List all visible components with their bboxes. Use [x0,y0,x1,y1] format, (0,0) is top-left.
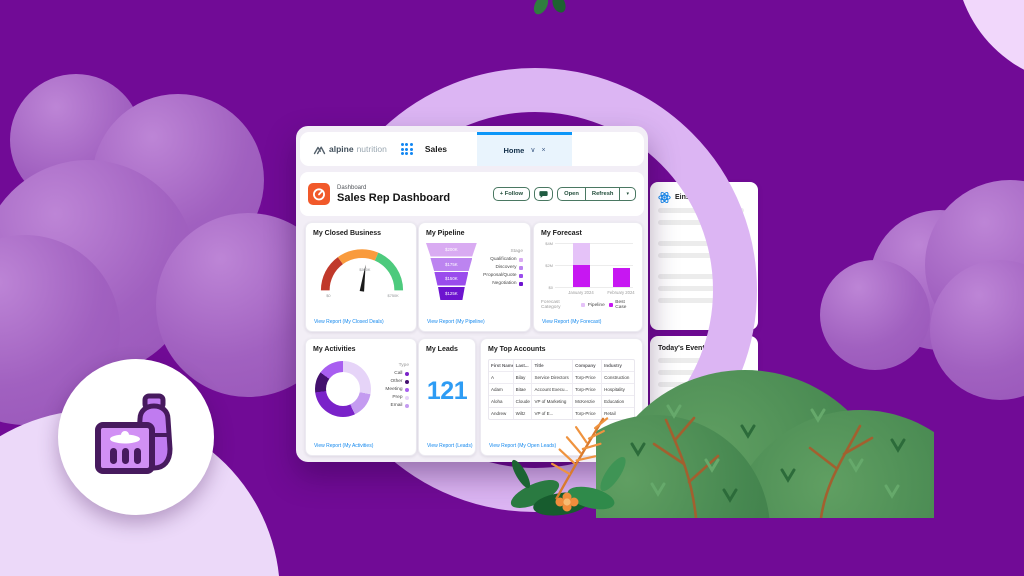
corner-accent [955,0,1024,85]
open-button[interactable]: Open [558,188,586,200]
record-type: Dashboard [337,184,367,191]
activities-card: My Activities Type Call Other Meeting Prep Em… [305,338,417,456]
refresh-button[interactable]: Refresh [586,188,621,200]
donut-chart [315,361,371,417]
dashboard-icon [308,183,330,205]
funnel-chart: $200K $175K $150K $125K [426,243,477,301]
action-button-group: Open Refresh ▾ [557,187,636,201]
svg-text:$750K: $750K [388,294,400,298]
legend-item: Negotiation [492,281,523,286]
funnel-segment: $200K [426,243,477,257]
bar-segment [612,267,630,287]
chevron-down-icon[interactable]: ∨ [530,147,536,154]
legend-item: Other [391,379,409,384]
chart-title: My Top Accounts [488,346,546,353]
chart-title: My Forecast [541,230,582,237]
funnel-segment: $150K [434,272,469,286]
app-launcher-icon[interactable] [400,143,413,155]
svg-text:$0: $0 [326,294,330,298]
closed-business-card: My Closed Business $0 $750K $500K View Rep… [305,222,417,332]
funnel-legend: Stage Qualification Discovery Proposal/Quot… [483,249,523,286]
top-accounts-card: My Top Accounts First Name Last... Title Co… [480,338,643,456]
pipeline-card: My Pipeline $200K $175K $150K $125K Stage Qu… [418,222,531,332]
view-report-link[interactable]: View Report (My Forecast) [542,319,602,325]
funnel-segment: $175K [430,257,473,271]
leads-card: My Leads 121 View Report (Leads) [418,338,476,456]
follow-button[interactable]: + Follow [492,187,531,201]
table-row[interactable]: Adam Bitae Account Execu... Torp-Price Hospi… [489,384,634,396]
view-report-link[interactable]: View Report (Leads) [427,443,473,449]
tab-home[interactable]: Home ∨ × [477,132,572,166]
feed-button[interactable] [534,187,554,201]
forecast-card: My Forecast $4M $2M $0 January 2024 February… [533,222,643,332]
leads-metric: 121 [426,377,468,405]
cloud-right-bump [820,260,930,370]
legend-item: Proposal/Quote [483,273,523,278]
bar-segment [572,265,590,287]
chart-title: My Pipeline [426,230,465,237]
chat-icon [539,190,548,198]
donut-legend: Type Call Other Meeting Prep Email [385,363,409,408]
chart-title: My Activities [313,346,356,353]
legend-item: Discovery [495,265,523,270]
view-report-link[interactable]: View Report (My Activities) [314,443,374,449]
accounts-table: First Name Last... Title Company Industry A Bi… [488,359,635,420]
logo-text-light: nutrition [356,144,387,154]
page-title: Sales Rep Dashboard [337,191,451,204]
bar-segment [572,243,590,265]
orange-fern [550,417,609,500]
refresh-dropdown-button[interactable]: ▾ [626,191,629,197]
table-row[interactable]: Andrew Wiltz VP of E... Torp-Price Retail [489,408,634,419]
forecast-legend: Forecast Category Pipeline Best Case [541,300,635,310]
legend-item: Meeting [385,387,409,392]
plant-illustration [510,417,626,516]
bush-foliage [630,404,906,518]
table-row[interactable]: A Bilay Service Directors Torp-Price Constru… [489,372,634,384]
table-header-row: First Name Last... Title Company Industry [489,360,634,372]
legend-item: Qualification [490,257,523,262]
legend-item: Email [391,403,409,408]
legend-item: Best Case [608,300,635,310]
bush-illustration [596,368,934,518]
svg-text:$500K: $500K [359,268,371,272]
chart-title: My Leads [426,346,458,353]
funnel-segment: $125K [437,286,465,300]
grocery-icon [95,393,173,474]
legend-item: Pipeline [581,303,605,308]
table-row[interactable]: Aloha Cloude VP of Marketing McKenzie Educat… [489,396,634,408]
tab-home-label: Home [503,146,525,155]
view-report-link[interactable]: View Report (My Closed Deals) [314,319,384,325]
global-nav: alpine nutrition Sales Home ∨ × [300,132,644,166]
top-sprig [533,0,566,15]
stacked-bar-chart: $4M $2M $0 January 2024 February 2024 [545,240,635,296]
logo-text-bold: alpine [329,144,354,154]
orange-flower [555,492,579,512]
chart-title: My Closed Business [313,230,382,237]
view-report-link[interactable]: View Report (My Pipeline) [427,319,485,325]
dashboard-header: Dashboard Sales Rep Dashboard + Follow O… [300,172,644,216]
gauge-chart: $0 $750K $500K [313,242,409,305]
legend-item: Call [394,371,409,376]
company-logo: alpine nutrition [300,132,387,166]
close-icon[interactable]: × [541,147,546,154]
legend-item: Prep [392,395,409,400]
app-name[interactable]: Sales [424,144,448,154]
view-report-link[interactable]: View Report (My Open Leads) [489,443,557,449]
salesforce-window: alpine nutrition Sales Home ∨ × Dashboar… [296,126,648,462]
mountain-logo-icon [313,144,326,155]
